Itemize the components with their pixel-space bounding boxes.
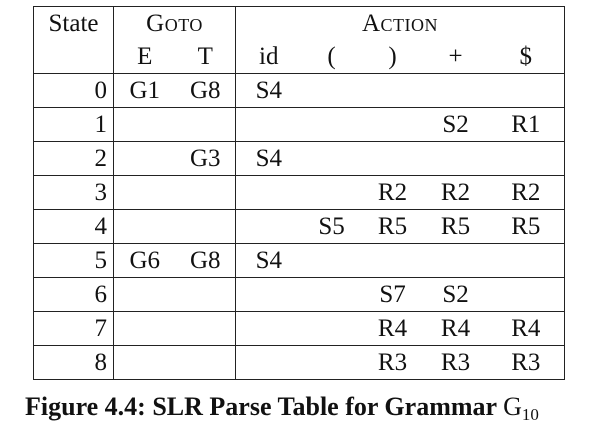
action-col-rparen: ) — [361, 40, 424, 74]
action-lparen-cell: S5 — [301, 209, 362, 244]
table-row: 8 R3 R3 R3 — [34, 345, 565, 380]
action-lparen-cell — [301, 311, 362, 346]
goto-T-cell: G3 — [175, 141, 236, 176]
state-cell: 1 — [33, 107, 114, 142]
action-rparen-cell — [361, 107, 424, 142]
slr-parse-table: State Goto Action E T id ( ) + $ 0 G1 G8… — [33, 6, 566, 380]
action-plus-cell: S2 — [423, 277, 488, 312]
action-lparen-cell — [302, 346, 362, 380]
state-cell: 0 — [33, 73, 114, 108]
action-id-cell — [235, 345, 302, 380]
caption-grammar: G10 — [503, 392, 539, 424]
action-plus-cell: S2 — [423, 107, 488, 142]
slr-parse-table-container: State Goto Action E T id ( ) + $ 0 G1 G8… — [33, 6, 566, 380]
state-subheader-blank — [33, 40, 114, 74]
action-col-lparen: ( — [301, 40, 362, 74]
table-row: 7 R4 R4 R4 — [33, 311, 565, 346]
action-lparen-cell — [301, 243, 362, 278]
goto-T-cell — [175, 311, 236, 346]
action-lparen-cell — [301, 141, 362, 176]
action-id-cell — [235, 175, 302, 210]
action-end-cell: R2 — [487, 175, 565, 210]
table-row: 2 G3 S4 — [33, 141, 565, 176]
goto-E-cell: G1 — [113, 73, 176, 108]
action-col-plus: + — [423, 40, 488, 74]
goto-T-cell — [175, 277, 236, 312]
action-rparen-cell — [361, 73, 424, 108]
action-rparen-cell: R4 — [361, 311, 424, 346]
action-lparen-cell — [301, 175, 362, 210]
figure-caption: Figure 4.4: SLR Parse Table for Grammar … — [25, 392, 585, 425]
action-end-cell — [487, 243, 565, 278]
action-rparen-cell: R3 — [377, 349, 408, 376]
action-plus-cell: R4 — [423, 311, 488, 346]
state-cell: 7 — [33, 311, 114, 346]
goto-header: Goto — [112, 6, 236, 40]
goto-E-cell — [113, 311, 176, 346]
state-cell: 5 — [33, 243, 114, 278]
goto-T-cell — [176, 346, 236, 380]
action-id-cell: S4 — [235, 243, 302, 278]
action-plus-cell: R3 — [440, 349, 471, 376]
table-row: 1 S2 R1 — [33, 107, 565, 142]
action-col-id: id — [235, 40, 302, 74]
action-rparen-cell: S7 — [361, 277, 424, 312]
action-col-end: $ — [487, 40, 565, 74]
action-rparen-cell — [361, 243, 424, 278]
action-end-cell: R5 — [487, 209, 565, 244]
state-cell: 8 — [94, 349, 108, 376]
table-row: 3 R2 R2 R2 — [33, 175, 565, 210]
table-row: 4 S5 R5 R5 R5 — [33, 209, 565, 244]
state-cell: 4 — [33, 209, 114, 244]
goto-col-E: E — [113, 40, 176, 74]
action-plus-cell — [423, 243, 488, 278]
goto-E-cell — [113, 107, 176, 142]
action-rparen-cell: R5 — [361, 209, 424, 244]
action-id-cell — [235, 311, 302, 346]
state-cell: 3 — [33, 175, 114, 210]
goto-T-cell: G8 — [175, 73, 236, 108]
table-row: 0 G1 G8 S4 — [33, 73, 565, 108]
action-header: Action — [235, 6, 565, 40]
action-plus-cell — [423, 73, 488, 108]
action-lparen-cell — [301, 277, 362, 312]
table-row: 6 S7 S2 — [33, 277, 565, 312]
goto-T-cell — [175, 107, 236, 142]
action-end-cell — [487, 277, 565, 312]
goto-E-cell: G6 — [113, 243, 176, 278]
action-id-cell — [235, 277, 302, 312]
action-end-cell: R3 — [511, 349, 541, 376]
goto-E-cell — [113, 175, 176, 210]
action-plus-cell: R5 — [423, 209, 488, 244]
caption-label: Figure 4.4: SLR Parse Table for Grammar — [25, 392, 497, 421]
goto-E-cell — [113, 141, 176, 176]
table-row: 5 G6 G8 S4 — [33, 243, 565, 278]
goto-col-T: T — [175, 40, 236, 74]
state-header: State — [48, 10, 99, 37]
goto-T-cell — [175, 175, 236, 210]
action-end-cell: R1 — [487, 107, 565, 142]
action-lparen-cell — [301, 73, 362, 108]
action-end-cell — [487, 141, 565, 176]
goto-E-cell — [113, 277, 176, 312]
state-cell: 2 — [33, 141, 114, 176]
state-cell: 6 — [33, 277, 114, 312]
action-id-cell — [235, 209, 302, 244]
goto-E-cell — [113, 209, 176, 244]
goto-T-cell — [175, 209, 236, 244]
goto-T-cell: G8 — [175, 243, 236, 278]
action-plus-cell — [423, 141, 488, 176]
action-rparen-cell — [361, 141, 424, 176]
action-rparen-cell: R2 — [361, 175, 424, 210]
action-end-cell — [487, 73, 565, 108]
action-plus-cell: R2 — [423, 175, 488, 210]
goto-E-cell — [113, 345, 176, 380]
caption-grammar-letter: G — [503, 392, 522, 421]
action-id-cell: S4 — [235, 73, 302, 108]
action-end-cell: R4 — [487, 311, 565, 346]
action-lparen-cell — [301, 107, 362, 142]
caption-grammar-subscript: 10 — [521, 405, 539, 424]
action-id-cell — [235, 107, 302, 142]
action-id-cell: S4 — [235, 141, 302, 176]
